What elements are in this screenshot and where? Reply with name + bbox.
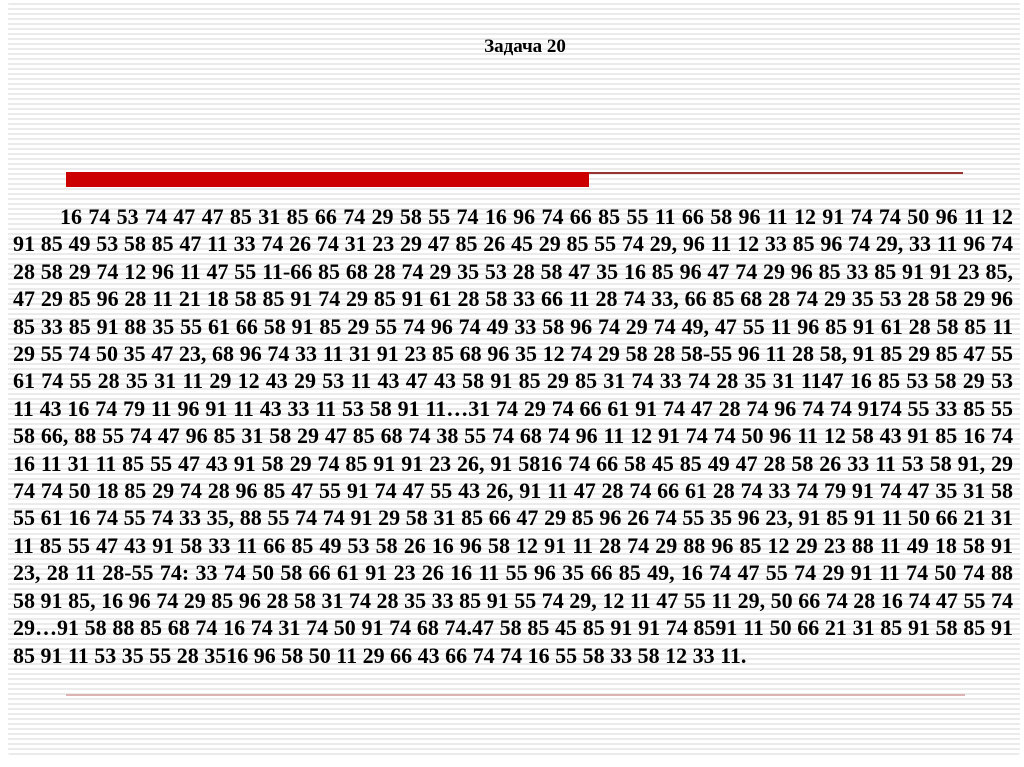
page-title: Задача 20 bbox=[484, 36, 566, 57]
numbers-text: 16 74 53 74 47 47 85 31 85 66 74 29 58 5… bbox=[13, 204, 1013, 668]
accent-divider bbox=[66, 172, 963, 187]
bottom-rule bbox=[66, 694, 965, 696]
accent-bar bbox=[66, 172, 589, 187]
accent-thin-line bbox=[589, 172, 963, 174]
striped-background bbox=[8, 0, 1020, 757]
